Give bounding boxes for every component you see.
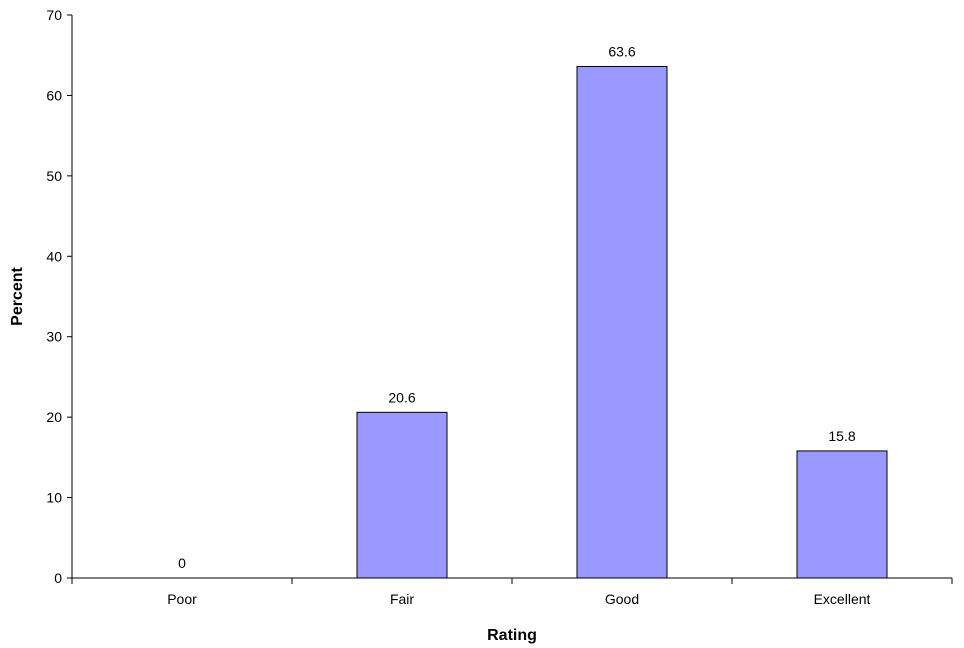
y-tick-label: 10	[46, 490, 62, 506]
x-axis-ticks: Poor Fair Good Excellent	[71, 578, 953, 607]
x-tick-label: Excellent	[814, 591, 871, 607]
x-tick-label: Fair	[390, 591, 414, 607]
y-tick-label: 40	[46, 248, 62, 264]
x-axis-title: Rating	[487, 627, 537, 644]
data-label-good: 63.6	[608, 43, 635, 59]
bar-good	[576, 65, 668, 579]
data-label-fair: 20.6	[388, 389, 415, 405]
y-tick-label: 0	[54, 570, 62, 586]
y-axis-title: Percent	[9, 266, 26, 325]
data-label-excellent: 15.8	[828, 428, 855, 444]
y-tick-label: 50	[46, 168, 62, 184]
y-axis-ticks: 0 10 20 30 40 50 60 70	[46, 7, 72, 586]
bars	[356, 65, 888, 579]
x-tick-label: Good	[605, 591, 639, 607]
y-tick-label: 60	[46, 87, 62, 103]
data-labels: 0 20.6 63.6 15.8	[178, 43, 856, 571]
x-tick-label: Poor	[167, 591, 197, 607]
y-tick-label: 70	[46, 7, 62, 23]
bar-excellent	[796, 450, 888, 579]
y-tick-label: 20	[46, 409, 62, 425]
y-tick-label: 30	[46, 329, 62, 345]
data-label-poor: 0	[178, 555, 186, 571]
bar-fair	[356, 411, 448, 579]
